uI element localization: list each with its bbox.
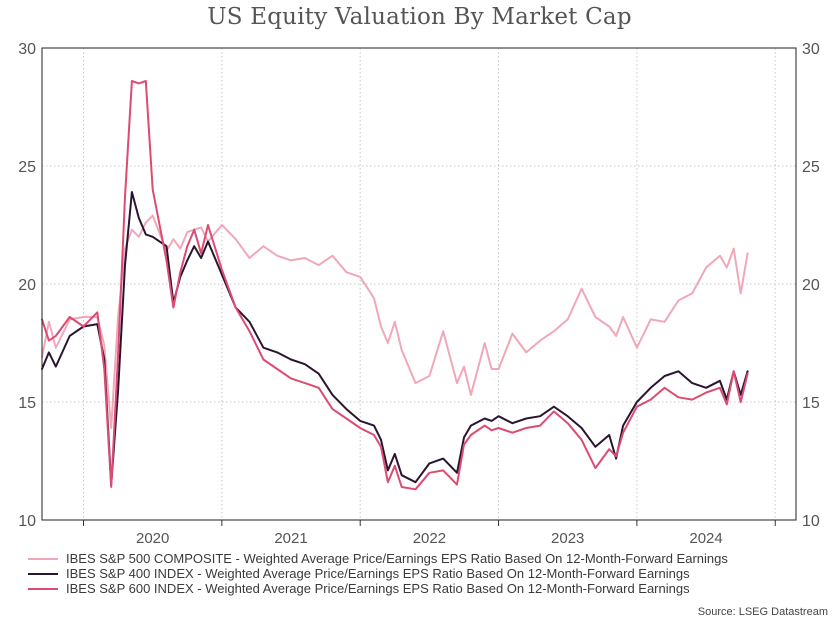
series-line-2 — [41, 191, 749, 486]
series-lines — [41, 80, 749, 491]
legend-label-sp500: IBES S&P 500 COMPOSITE - Weighted Averag… — [66, 551, 728, 566]
y-tick-label-right: 10 — [802, 513, 820, 530]
legend-swatch-sp400 — [28, 573, 58, 575]
legend-label-sp600: IBES S&P 600 INDEX - Weighted Average Pr… — [66, 581, 690, 596]
gridlines — [42, 47, 796, 521]
legend-label-sp400: IBES S&P 400 INDEX - Weighted Average Pr… — [66, 566, 690, 581]
x-tick-label: 2020 — [136, 530, 169, 545]
legend-item-sp400: IBES S&P 400 INDEX - Weighted Average Pr… — [28, 566, 828, 581]
x-tick-label: 2024 — [689, 530, 722, 545]
y-tick-label-left: 10 — [18, 513, 36, 530]
y-tick-label-right: 25 — [802, 159, 820, 176]
y-tick-label-left: 20 — [18, 277, 36, 294]
y-tick-label-left: 30 — [18, 41, 36, 58]
chart-title: US Equity Valuation By Market Cap — [207, 4, 632, 30]
legend-swatch-sp500 — [28, 558, 58, 560]
y-tick-label-left: 25 — [18, 159, 36, 176]
x-tick-label: 2023 — [551, 530, 584, 545]
y-tick-label-right: 20 — [802, 277, 820, 294]
legend-item-sp500: IBES S&P 500 COMPOSITE - Weighted Averag… — [28, 551, 828, 566]
x-tick-label: 2021 — [274, 530, 307, 545]
legend-swatch-sp600 — [28, 588, 58, 590]
series-line-3 — [41, 80, 749, 491]
y-tick-label-right: 30 — [802, 41, 820, 58]
plot-frame — [41, 47, 797, 521]
legend: IBES S&P 500 COMPOSITE - Weighted Averag… — [28, 551, 828, 596]
legend-item-sp600: IBES S&P 600 INDEX - Weighted Average Pr… — [28, 581, 828, 596]
y-tick-label-left: 15 — [18, 395, 36, 412]
series-line-1 — [41, 214, 749, 429]
source-note: Source: LSEG Datastream — [697, 606, 828, 618]
y-tick-label-right: 15 — [802, 395, 820, 412]
x-tick-label: 2022 — [413, 530, 446, 545]
